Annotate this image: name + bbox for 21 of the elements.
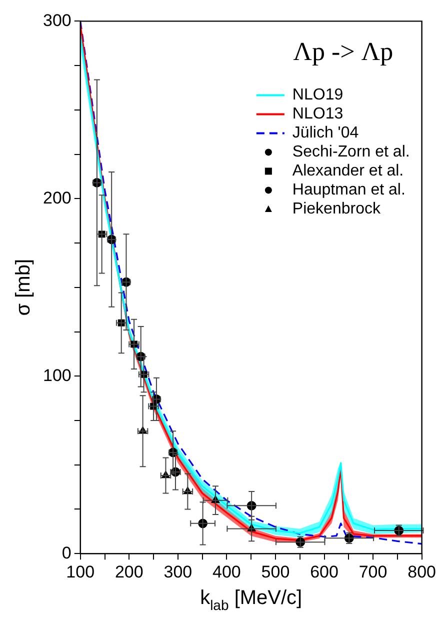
- legend-label: Piekenbrock: [292, 200, 382, 218]
- x-tick-label: 300: [164, 562, 192, 582]
- x-tick-label: 700: [358, 562, 388, 582]
- y-tick-label: 0: [62, 543, 72, 562]
- legend-label: NLO13: [292, 106, 344, 123]
- x-tick-label: 500: [261, 562, 290, 582]
- x-tick-label: 200: [114, 562, 144, 582]
- legend-label: Sechi-Zorn et al.: [292, 144, 410, 161]
- legend-label: Hauptman et al.: [292, 182, 406, 199]
- y-axis-title: σ [mb]: [12, 259, 35, 316]
- y-tick-label: 100: [42, 366, 72, 385]
- legend-label: Alexander et al.: [292, 162, 404, 180]
- y-tick-label: 300: [42, 10, 72, 30]
- x-tick-label: 600: [310, 562, 338, 582]
- text: Λp -> Λp: [293, 37, 394, 66]
- legend-label: NLO19: [292, 86, 344, 104]
- y-tick-label: 200: [42, 188, 72, 208]
- x-tick-label: 100: [66, 562, 95, 582]
- legend-label: Jülich '04: [292, 124, 359, 142]
- x-tick-label: 800: [408, 562, 436, 582]
- x-tick-label: 400: [212, 562, 241, 582]
